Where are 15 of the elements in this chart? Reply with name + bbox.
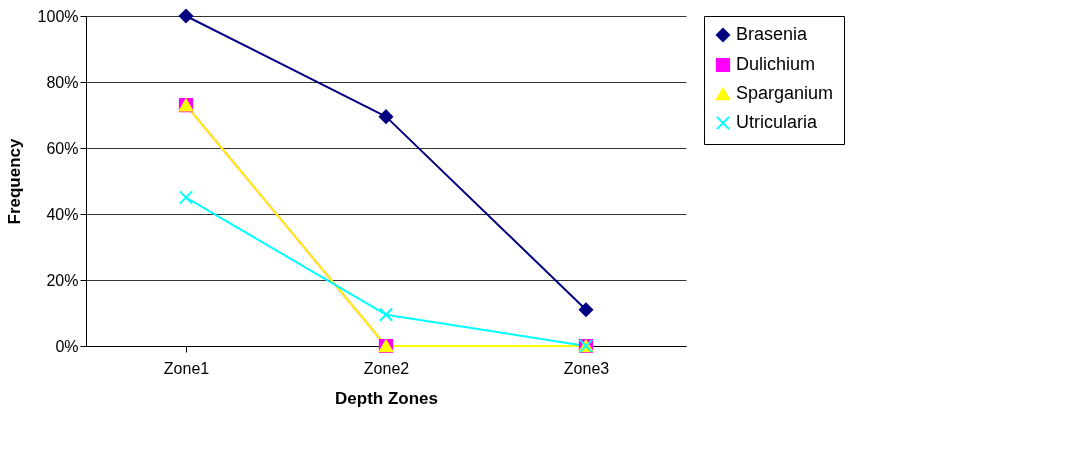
x-tick-label: Zone2 bbox=[363, 359, 410, 377]
x-tick-label: Zone1 bbox=[163, 359, 210, 377]
legend-label: Utricularia bbox=[736, 112, 819, 132]
legend-label: Sparganium bbox=[736, 83, 834, 103]
x-axis-title: Depth Zones bbox=[335, 388, 438, 408]
legend-label: Dulichium bbox=[736, 54, 816, 74]
y-tick-label: 40% bbox=[46, 205, 79, 223]
y-tick-label: 20% bbox=[46, 271, 79, 289]
y-tick-label: 100% bbox=[37, 7, 79, 25]
y-tick-label: 80% bbox=[46, 73, 79, 91]
y-tick-label: 0% bbox=[55, 337, 79, 355]
x-tick-label: Zone3 bbox=[563, 359, 610, 377]
y-axis-title: Frequency bbox=[4, 137, 24, 225]
legend-label: Brasenia bbox=[736, 24, 809, 44]
y-tick-label: 60% bbox=[46, 139, 79, 157]
